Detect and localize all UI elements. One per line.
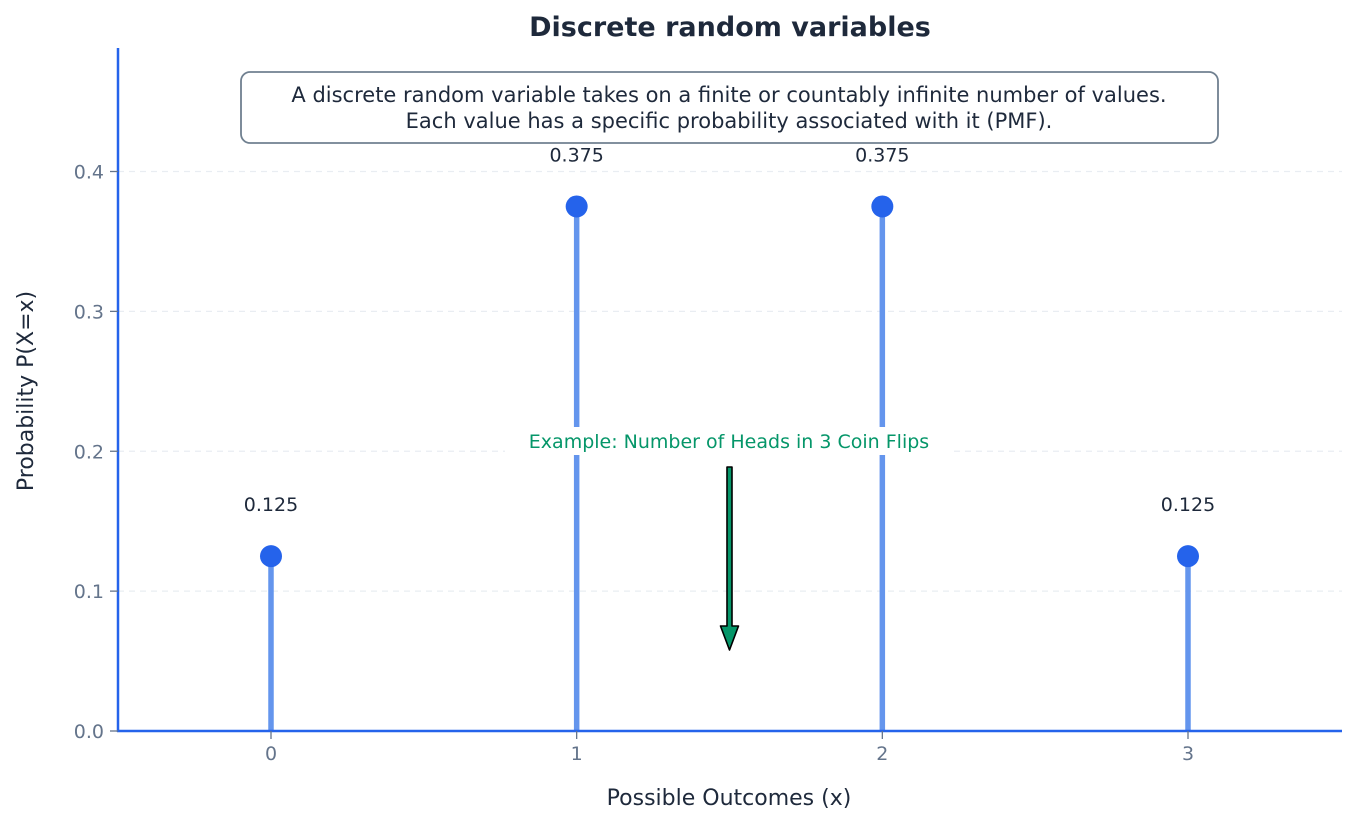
y-tick-label: 0.4 xyxy=(74,162,104,184)
annotation-arrow xyxy=(719,466,740,651)
arrow-shape xyxy=(719,466,740,651)
y-axis-label: Probability P(X=x) xyxy=(14,291,39,491)
y-ticks: 0.0 0.1 0.2 0.3 0.4 xyxy=(74,162,118,743)
y-tick-label: 0.2 xyxy=(74,441,104,463)
annotation-backdrop xyxy=(505,427,953,455)
info-line-1: A discrete random variable takes on a fi… xyxy=(291,83,1166,107)
info-line-2: Each value has a specific probability as… xyxy=(406,109,1053,133)
y-tick-label: 0.3 xyxy=(74,301,104,323)
x-tick-label: 2 xyxy=(876,743,888,765)
info-box-frame xyxy=(240,71,1219,144)
markers xyxy=(260,195,1199,568)
stem-marker xyxy=(871,195,894,218)
x-ticks: 0 1 2 3 xyxy=(265,731,1194,765)
x-tick-label: 1 xyxy=(571,743,583,765)
info-box: A discrete random variable takes on a fi… xyxy=(240,71,1219,144)
x-axis-label: Possible Outcomes (x) xyxy=(607,786,852,811)
data-label: 0.375 xyxy=(549,144,603,166)
data-label: 0.125 xyxy=(244,494,298,516)
y-tick-label: 0.1 xyxy=(74,581,104,603)
data-label: 0.375 xyxy=(855,144,909,166)
axes xyxy=(116,48,1342,733)
data-label: 0.125 xyxy=(1161,494,1215,516)
stem-marker xyxy=(260,545,282,568)
x-tick-label: 0 xyxy=(265,743,277,765)
data-labels: 0.125 0.375 0.375 0.125 xyxy=(244,144,1215,516)
annotation: Example: Number of Heads in 3 Coin Flips xyxy=(505,427,953,651)
stems xyxy=(268,206,1191,731)
stem-marker xyxy=(1177,545,1199,568)
y-tick-label: 0.0 xyxy=(74,721,104,743)
x-tick-label: 3 xyxy=(1182,743,1194,765)
chart-title: Discrete random variables xyxy=(529,12,931,43)
annotation-text: Example: Number of Heads in 3 Coin Flips xyxy=(529,431,929,453)
stem-marker xyxy=(565,195,588,218)
gridlines xyxy=(118,170,1342,592)
